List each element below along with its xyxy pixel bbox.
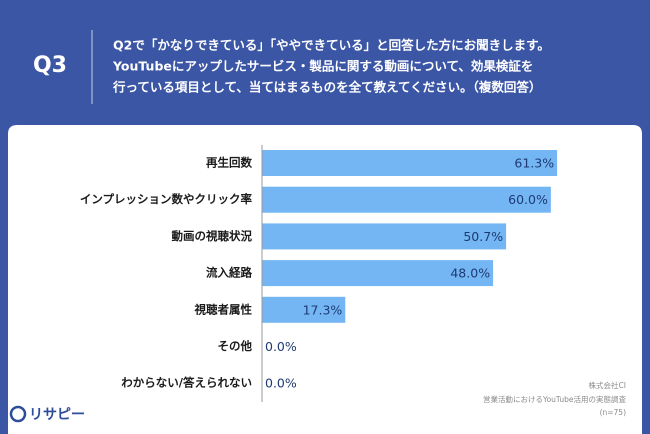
value-label: 0.0% xyxy=(265,339,297,354)
source-line: 営業活動におけるYouTube活用の実態調査 xyxy=(483,394,626,404)
value-label: 0.0% xyxy=(265,376,297,391)
category-label: インプレッション数やクリック率 xyxy=(80,192,253,206)
question-label: Q3 xyxy=(33,53,67,78)
value-label: 50.7% xyxy=(463,229,503,244)
bar xyxy=(262,186,551,213)
value-label: 17.3% xyxy=(303,302,343,317)
bar xyxy=(262,223,507,250)
category-label: 動画の視聴状況 xyxy=(172,229,253,243)
bar xyxy=(262,150,558,176)
logo-icon xyxy=(9,405,27,423)
category-label: 流入経路 xyxy=(206,266,252,280)
question-line: 行っている項目として、当てはまるものを全て教えてください。（複数回答） xyxy=(112,80,541,95)
value-label: 48.0% xyxy=(450,266,490,281)
logo: リサピー xyxy=(29,407,85,423)
value-label: 61.3% xyxy=(514,156,554,171)
source-line: (n=75) xyxy=(600,408,627,417)
bar xyxy=(262,260,494,287)
source-line: 株式会社CI xyxy=(589,380,626,390)
category-label: その他 xyxy=(218,339,253,353)
category-label: わからない/答えられない xyxy=(121,376,252,390)
bar xyxy=(262,296,346,323)
category-label: 視聴者属性 xyxy=(194,302,253,316)
question-line: YouTubeにアップしたサービス・製品に関する動画について、効果検証を xyxy=(112,59,533,74)
value-label: 60.0% xyxy=(508,192,548,207)
category-label: 再生回数 xyxy=(206,156,252,170)
question-line: Q2で「かなりできている」「ややできている」と回答した方にお聞きします。 xyxy=(113,38,550,53)
